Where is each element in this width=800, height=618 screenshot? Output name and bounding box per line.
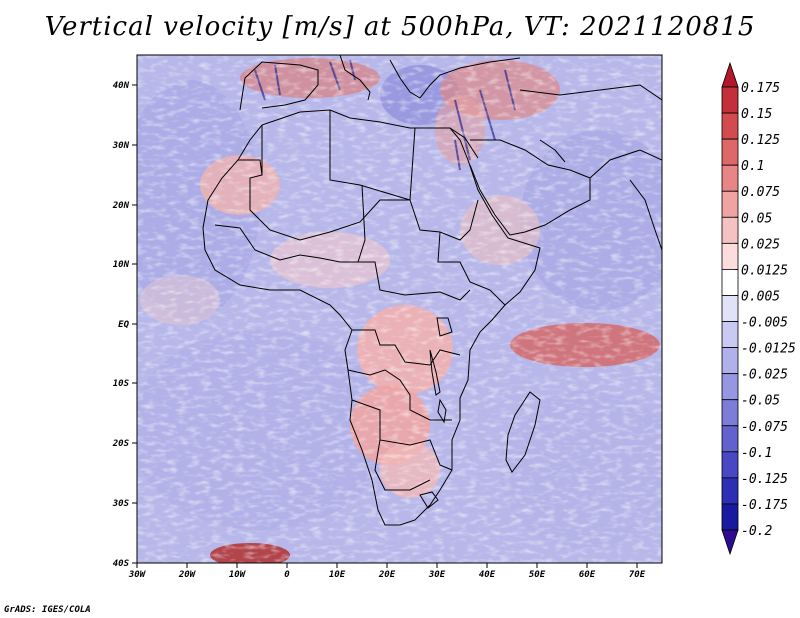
colorbar-swatch <box>721 347 739 375</box>
colorbar-label: 0.075 <box>741 185 780 200</box>
colorbar-label: 0.05 <box>741 211 772 226</box>
colorbar-swatch <box>721 216 739 244</box>
lat-label: 20N <box>112 201 130 211</box>
colorbar-label: -0.075 <box>741 420 788 435</box>
colorbar-label: 0.0125 <box>741 263 788 278</box>
colorbar-label: 0.005 <box>741 289 780 304</box>
lon-label: 30W <box>128 570 147 580</box>
lon-label: 0 <box>284 570 290 580</box>
lat-label: 10N <box>113 260 130 270</box>
lon-label: 60E <box>579 570 596 580</box>
colorbar-swatch <box>721 190 739 218</box>
lon-labels: 30W 20W 10W 0 10E 20E 30E 40E 50E 60E 70… <box>128 570 646 580</box>
colorbar-swatch <box>721 86 739 114</box>
colorbar-label: 0.15 <box>741 107 772 122</box>
lat-label: 10S <box>113 379 130 389</box>
colorbar-swatch <box>721 477 739 505</box>
colorbar-swatch <box>721 242 739 270</box>
lon-label: 30E <box>428 570 446 580</box>
lon-label: 10E <box>329 570 346 580</box>
lon-label: 20W <box>178 570 197 580</box>
lon-label: 70E <box>629 570 646 580</box>
colorbar-label: 0.1 <box>741 159 764 174</box>
colorbar-swatch <box>721 295 739 322</box>
colorbar-swatch <box>721 425 739 453</box>
colorbar-label: -0.125 <box>741 472 788 487</box>
colorbar-label: -0.05 <box>741 394 780 409</box>
colorbar-label: -0.005 <box>741 316 788 331</box>
plot-frame <box>136 54 663 564</box>
lon-label: 20E <box>378 570 396 580</box>
lat-label: 40S <box>113 559 130 569</box>
colorbar-swatch <box>721 399 739 427</box>
colorbar-swatch <box>721 451 739 479</box>
grads-credit: GrADS: IGES/COLA <box>4 605 91 615</box>
colorbar-arrow-bottom <box>721 529 739 556</box>
colorbar-swatch <box>721 112 739 140</box>
lon-label: 40E <box>479 570 496 580</box>
colorbar-swatch <box>721 503 739 531</box>
colorbar: 0.175 0.15 0.125 0.1 0.075 0.05 0.025 0.0125 0.0… <box>721 61 796 556</box>
colorbar-swatch <box>721 138 739 166</box>
lat-label: EQ <box>118 320 129 330</box>
colorbar-label: -0.025 <box>741 368 788 383</box>
lat-label: 40N <box>113 81 130 91</box>
axis-ticks <box>132 84 638 568</box>
lon-label: 50E <box>529 570 546 580</box>
velocity-field <box>137 55 662 563</box>
colorbar-label: 0.175 <box>741 81 780 96</box>
lon-label: 10W <box>229 570 247 580</box>
colorbar-label: -0.0125 <box>741 342 796 357</box>
colorbar-label: -0.1 <box>741 446 772 461</box>
lat-label: 30N <box>112 141 130 151</box>
lat-label: 20S <box>112 439 130 449</box>
colorbar-arrow-top <box>721 61 739 88</box>
colorbar-label: -0.175 <box>741 498 788 513</box>
colorbar-label: -0.2 <box>741 524 772 539</box>
colorbar-swatch <box>721 164 739 192</box>
coastlines <box>202 55 662 526</box>
map-title: Vertical velocity [m/s] at 500hPa, VT: 2… <box>44 12 756 42</box>
colorbar-swatch <box>721 373 739 401</box>
colorbar-label: 0.125 <box>741 133 780 148</box>
colorbar-label: 0.025 <box>741 237 780 252</box>
colorbar-swatch <box>721 269 739 296</box>
lat-label: 30S <box>112 499 130 509</box>
colorbar-swatch <box>721 321 739 348</box>
lat-labels: 40N 30N 20N 10N EQ 10S 20S 30S 40S <box>112 81 130 569</box>
